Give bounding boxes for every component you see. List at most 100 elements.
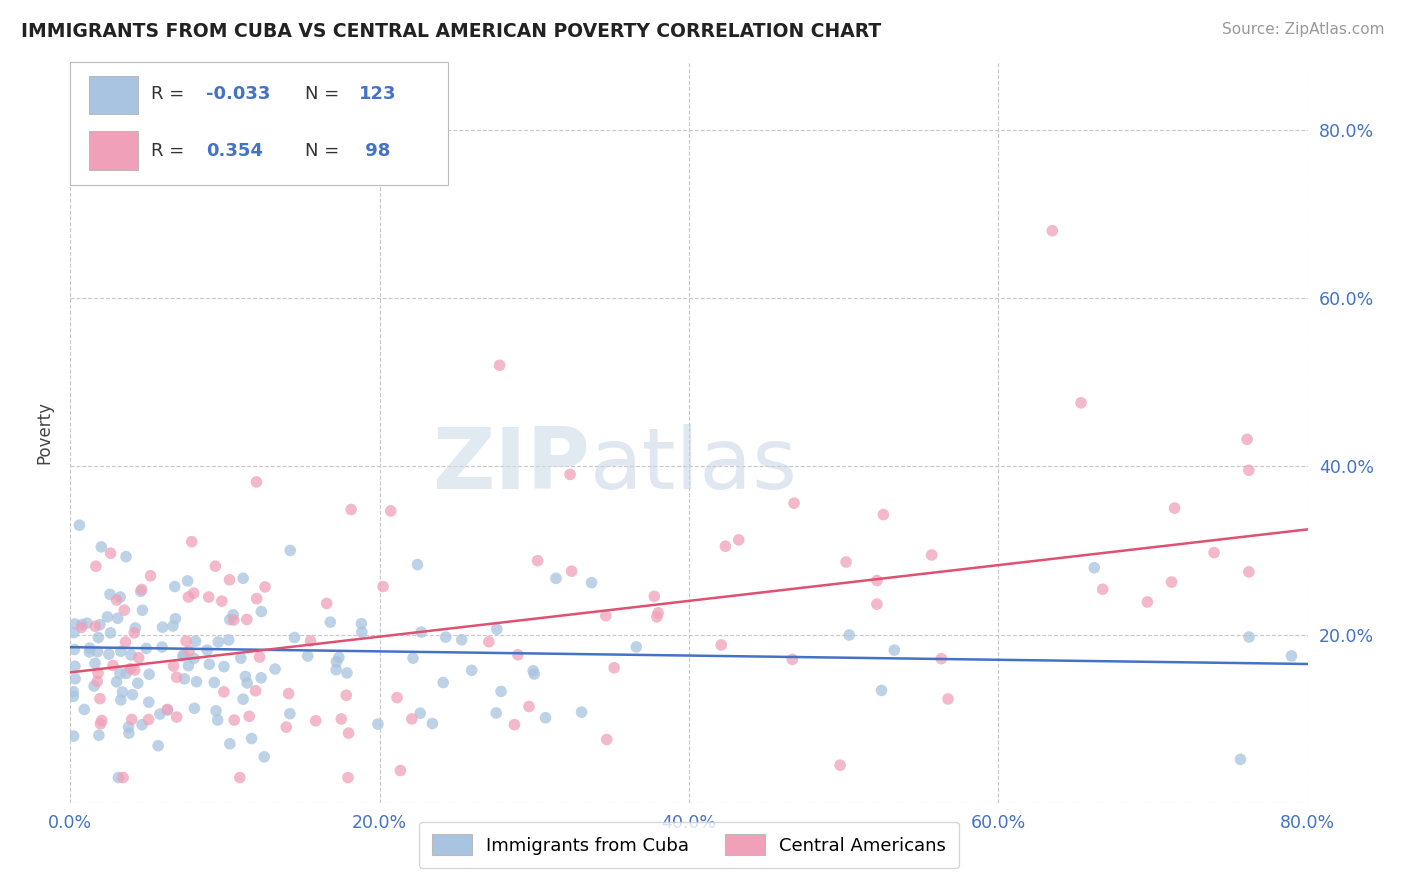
Point	[643, 590, 665, 604]
Point	[1040, 224, 1063, 238]
Point	[121, 713, 143, 727]
Point	[177, 590, 200, 604]
Point	[179, 644, 201, 658]
Point	[62, 729, 84, 743]
Point	[166, 670, 188, 684]
Point	[385, 690, 408, 705]
Point	[222, 607, 245, 622]
Point	[603, 661, 626, 675]
Point	[253, 749, 276, 764]
Point	[112, 603, 135, 617]
Point	[936, 692, 959, 706]
Point	[127, 676, 149, 690]
Point	[138, 695, 160, 709]
Point	[325, 663, 347, 677]
Point	[411, 625, 433, 640]
Point	[128, 650, 150, 665]
Text: ZIP: ZIP	[432, 425, 591, 508]
Point	[325, 655, 347, 669]
Text: R =: R =	[150, 143, 195, 161]
Point	[195, 643, 218, 657]
Point	[90, 540, 112, 554]
Point	[350, 625, 373, 640]
Point	[63, 617, 86, 632]
Text: N =: N =	[305, 86, 346, 103]
Point	[67, 518, 90, 533]
Point	[245, 475, 267, 489]
Point	[626, 640, 648, 654]
Text: 123: 123	[359, 86, 396, 103]
Point	[503, 717, 526, 731]
Point	[367, 717, 389, 731]
Point	[172, 648, 194, 663]
Point	[1229, 752, 1251, 766]
Point	[108, 666, 131, 681]
Point	[236, 612, 259, 626]
Point	[1237, 565, 1260, 579]
Point	[222, 613, 245, 627]
Point	[727, 533, 749, 547]
Point	[278, 543, 301, 558]
Point	[506, 648, 529, 662]
Point	[87, 666, 110, 681]
Point	[299, 634, 322, 648]
Point	[838, 628, 860, 642]
Point	[186, 674, 208, 689]
Point	[238, 709, 260, 723]
Point	[89, 691, 111, 706]
Point	[595, 608, 617, 623]
Point	[406, 558, 429, 572]
Point	[212, 659, 235, 673]
Point	[97, 647, 120, 661]
Point	[86, 674, 108, 689]
Bar	[89, 76, 138, 114]
Point	[204, 559, 226, 574]
Text: 0.354: 0.354	[207, 143, 263, 161]
Point	[714, 539, 737, 553]
Point	[246, 591, 269, 606]
Text: IMMIGRANTS FROM CUBA VS CENTRAL AMERICAN POVERTY CORRELATION CHART: IMMIGRANTS FROM CUBA VS CENTRAL AMERICAN…	[21, 22, 882, 41]
Point	[150, 640, 173, 654]
Point	[166, 710, 188, 724]
Point	[571, 705, 593, 719]
Point	[264, 662, 287, 676]
Point	[517, 699, 540, 714]
Point	[165, 612, 187, 626]
Point	[146, 739, 169, 753]
Point	[117, 720, 139, 734]
Point	[110, 693, 132, 707]
Point	[218, 632, 240, 647]
Point	[409, 706, 432, 721]
Point	[561, 564, 583, 578]
Point	[558, 467, 581, 482]
Point	[866, 597, 889, 611]
Point	[198, 657, 221, 672]
Text: R =: R =	[150, 86, 190, 103]
Point	[232, 692, 254, 706]
Point	[108, 590, 131, 604]
Point	[254, 580, 277, 594]
Point	[872, 508, 894, 522]
Point	[389, 764, 412, 778]
Point	[835, 555, 858, 569]
Point	[163, 580, 186, 594]
Point	[76, 616, 98, 631]
Point	[129, 584, 152, 599]
Point	[335, 688, 357, 702]
Point	[488, 359, 510, 373]
Legend: Immigrants from Cuba, Central Americans: Immigrants from Cuba, Central Americans	[419, 822, 959, 868]
Point	[84, 657, 107, 671]
Point	[114, 635, 136, 649]
Point	[229, 771, 252, 785]
Point	[124, 621, 146, 635]
Point	[337, 726, 360, 740]
Point	[1083, 560, 1105, 574]
Point	[1160, 575, 1182, 590]
Point	[460, 664, 482, 678]
Point	[1136, 595, 1159, 609]
Point	[830, 758, 852, 772]
Point	[212, 685, 235, 699]
Point	[870, 683, 893, 698]
Point	[328, 650, 350, 665]
Point	[523, 667, 546, 681]
